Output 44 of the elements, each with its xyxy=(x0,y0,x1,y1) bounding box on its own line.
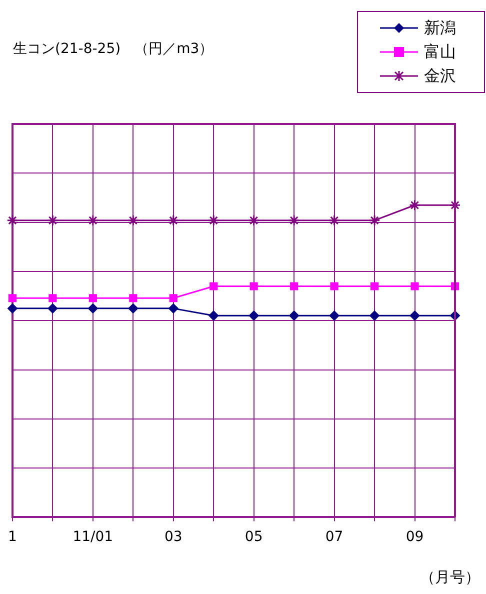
point xyxy=(129,294,138,302)
point xyxy=(210,282,218,290)
point xyxy=(330,282,338,290)
point xyxy=(409,199,421,211)
point xyxy=(289,310,300,321)
point xyxy=(127,214,139,226)
x-tick-label: 1 xyxy=(8,529,17,546)
point xyxy=(290,282,298,290)
point xyxy=(328,214,340,226)
point xyxy=(329,310,340,321)
point xyxy=(368,214,380,226)
point xyxy=(46,214,58,226)
point xyxy=(48,294,57,302)
x-axis-title: （月号） xyxy=(420,568,480,587)
point xyxy=(370,282,379,290)
chart-title: 生コン(21-8-25) （円／m3） xyxy=(13,40,214,58)
point xyxy=(48,303,58,314)
point xyxy=(208,214,220,226)
legend-label: 新潟 xyxy=(424,18,456,38)
x-tick-label: 11/01 xyxy=(72,529,114,546)
point xyxy=(169,294,178,302)
point xyxy=(370,310,380,321)
point xyxy=(288,214,300,226)
x-tick-label: 05 xyxy=(244,529,263,546)
point xyxy=(410,282,419,290)
point xyxy=(208,310,219,321)
point xyxy=(250,282,258,290)
x-tick-label: 07 xyxy=(325,529,344,546)
point xyxy=(7,303,18,314)
x-tick-label: 03 xyxy=(164,529,182,546)
x-tick-label: 09 xyxy=(406,529,424,546)
point xyxy=(87,214,99,226)
legend-label: 金沢 xyxy=(424,66,456,86)
point xyxy=(128,303,138,314)
point xyxy=(168,303,178,314)
legend-label: 富山 xyxy=(424,42,456,62)
point xyxy=(8,294,16,302)
point xyxy=(248,214,260,226)
point xyxy=(168,214,180,226)
point xyxy=(410,310,420,321)
point xyxy=(248,310,259,321)
point xyxy=(6,214,18,226)
point xyxy=(88,303,98,314)
point xyxy=(88,294,97,302)
